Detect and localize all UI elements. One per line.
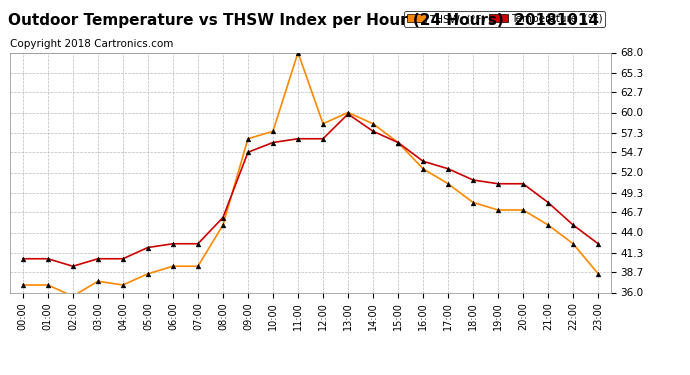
Legend: THSW  (°F), Temperature  (°F): THSW (°F), Temperature (°F)	[404, 11, 605, 27]
Text: Copyright 2018 Cartronics.com: Copyright 2018 Cartronics.com	[10, 39, 174, 50]
Text: Outdoor Temperature vs THSW Index per Hour (24 Hours)  20181014: Outdoor Temperature vs THSW Index per Ho…	[8, 13, 599, 28]
